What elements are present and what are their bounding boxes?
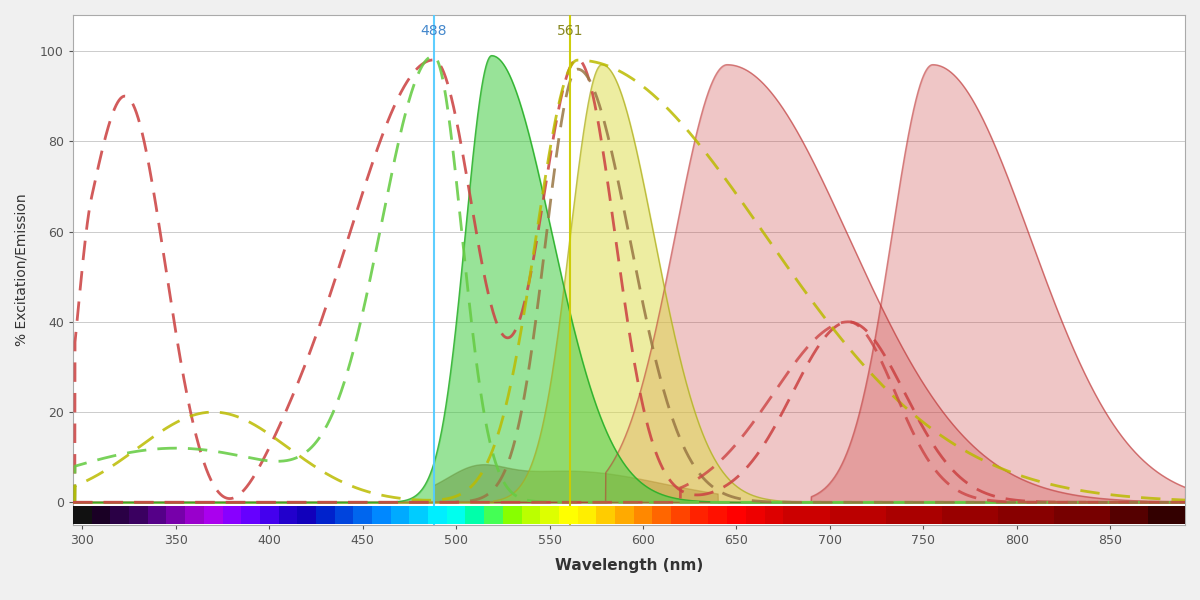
Bar	[1054, 506, 1110, 524]
Y-axis label: % Excitation/Emission: % Excitation/Emission	[14, 194, 29, 346]
Bar	[260, 506, 278, 524]
Bar	[222, 506, 241, 524]
Bar	[409, 506, 428, 524]
Bar	[690, 506, 708, 524]
Bar	[830, 506, 886, 524]
Bar	[335, 506, 353, 524]
Bar	[746, 506, 764, 524]
Bar	[204, 506, 222, 524]
X-axis label: Wavelength (nm): Wavelength (nm)	[554, 558, 703, 573]
Bar	[634, 506, 653, 524]
Bar	[278, 506, 298, 524]
Bar	[653, 506, 671, 524]
Bar	[484, 506, 503, 524]
Bar	[671, 506, 690, 524]
Text: 488: 488	[420, 23, 446, 38]
Bar	[522, 506, 540, 524]
Bar	[503, 506, 522, 524]
Bar	[446, 506, 466, 524]
Bar	[577, 506, 596, 524]
Bar	[784, 506, 830, 524]
Bar	[167, 506, 185, 524]
Bar	[1147, 506, 1186, 524]
Bar	[91, 506, 110, 524]
Bar	[73, 506, 91, 524]
Bar	[428, 506, 446, 524]
Bar	[998, 506, 1054, 524]
Bar	[727, 506, 746, 524]
Bar	[614, 506, 634, 524]
Bar	[596, 506, 614, 524]
Bar	[391, 506, 409, 524]
Bar	[353, 506, 372, 524]
Bar	[466, 506, 484, 524]
Bar	[148, 506, 167, 524]
Bar	[298, 506, 316, 524]
Bar	[372, 506, 391, 524]
Bar	[540, 506, 559, 524]
Text: 561: 561	[557, 23, 583, 38]
Bar	[708, 506, 727, 524]
Bar	[185, 506, 204, 524]
Bar	[1110, 506, 1147, 524]
Bar	[110, 506, 130, 524]
Bar	[559, 506, 577, 524]
Bar	[886, 506, 942, 524]
Bar	[241, 506, 260, 524]
Bar	[764, 506, 784, 524]
Bar	[130, 506, 148, 524]
Bar	[316, 506, 335, 524]
Bar	[942, 506, 998, 524]
